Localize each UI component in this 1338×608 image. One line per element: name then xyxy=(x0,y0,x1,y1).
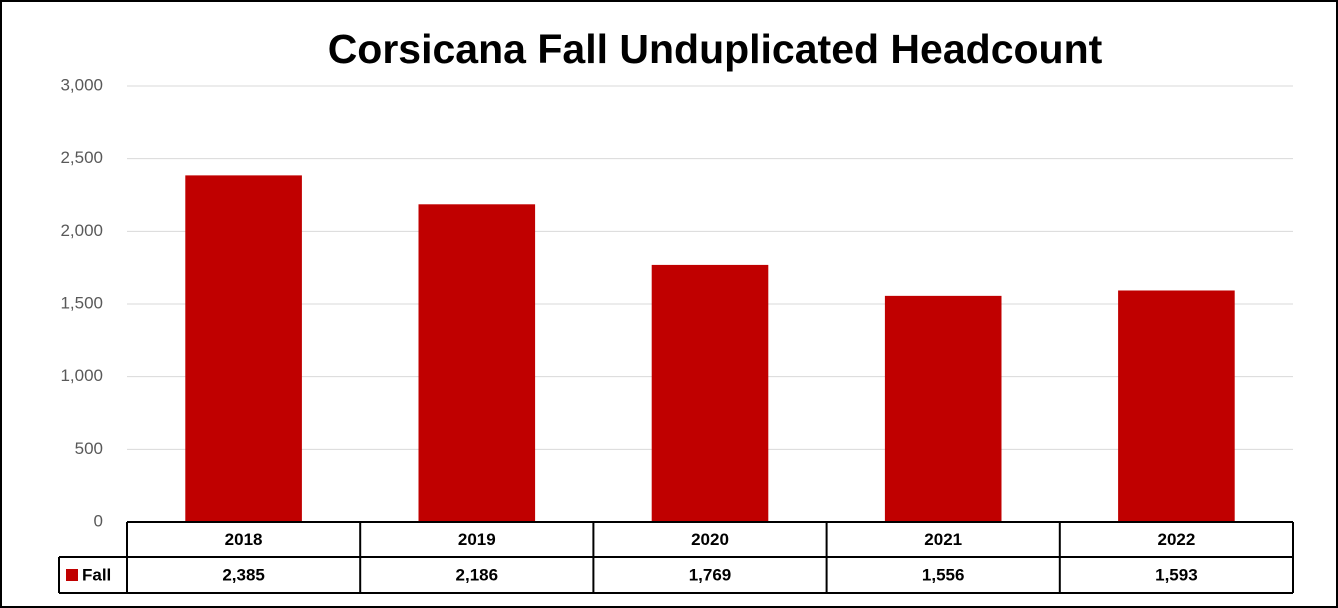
y-tick-label: 1,500 xyxy=(60,293,103,312)
data-label: 1,556 xyxy=(922,565,965,584)
bar xyxy=(884,295,1002,522)
x-tick-label: 2020 xyxy=(691,530,729,549)
bar xyxy=(185,175,302,522)
bar xyxy=(1118,290,1235,522)
y-tick-label: 0 xyxy=(94,511,103,530)
y-tick-label: 3,000 xyxy=(60,75,103,94)
y-tick-label: 500 xyxy=(75,439,103,458)
bar xyxy=(418,204,536,522)
data-label: 1,769 xyxy=(689,565,732,584)
y-tick-label: 2,500 xyxy=(60,148,103,167)
data-label: 2,385 xyxy=(222,565,265,584)
y-tick-label: 2,000 xyxy=(60,221,103,240)
data-label: 2,186 xyxy=(456,565,499,584)
bar xyxy=(651,264,769,522)
x-tick-label: 2022 xyxy=(1157,530,1195,549)
chart-title: Corsicana Fall Unduplicated Headcount xyxy=(328,26,1103,72)
x-tick-label: 2021 xyxy=(924,530,962,549)
legend-label: Fall xyxy=(82,565,111,584)
x-tick-label: 2018 xyxy=(225,530,263,549)
x-tick-label: 2019 xyxy=(458,530,496,549)
data-label: 1,593 xyxy=(1155,565,1198,584)
legend-swatch xyxy=(66,569,78,581)
y-tick-label: 1,000 xyxy=(60,366,103,385)
